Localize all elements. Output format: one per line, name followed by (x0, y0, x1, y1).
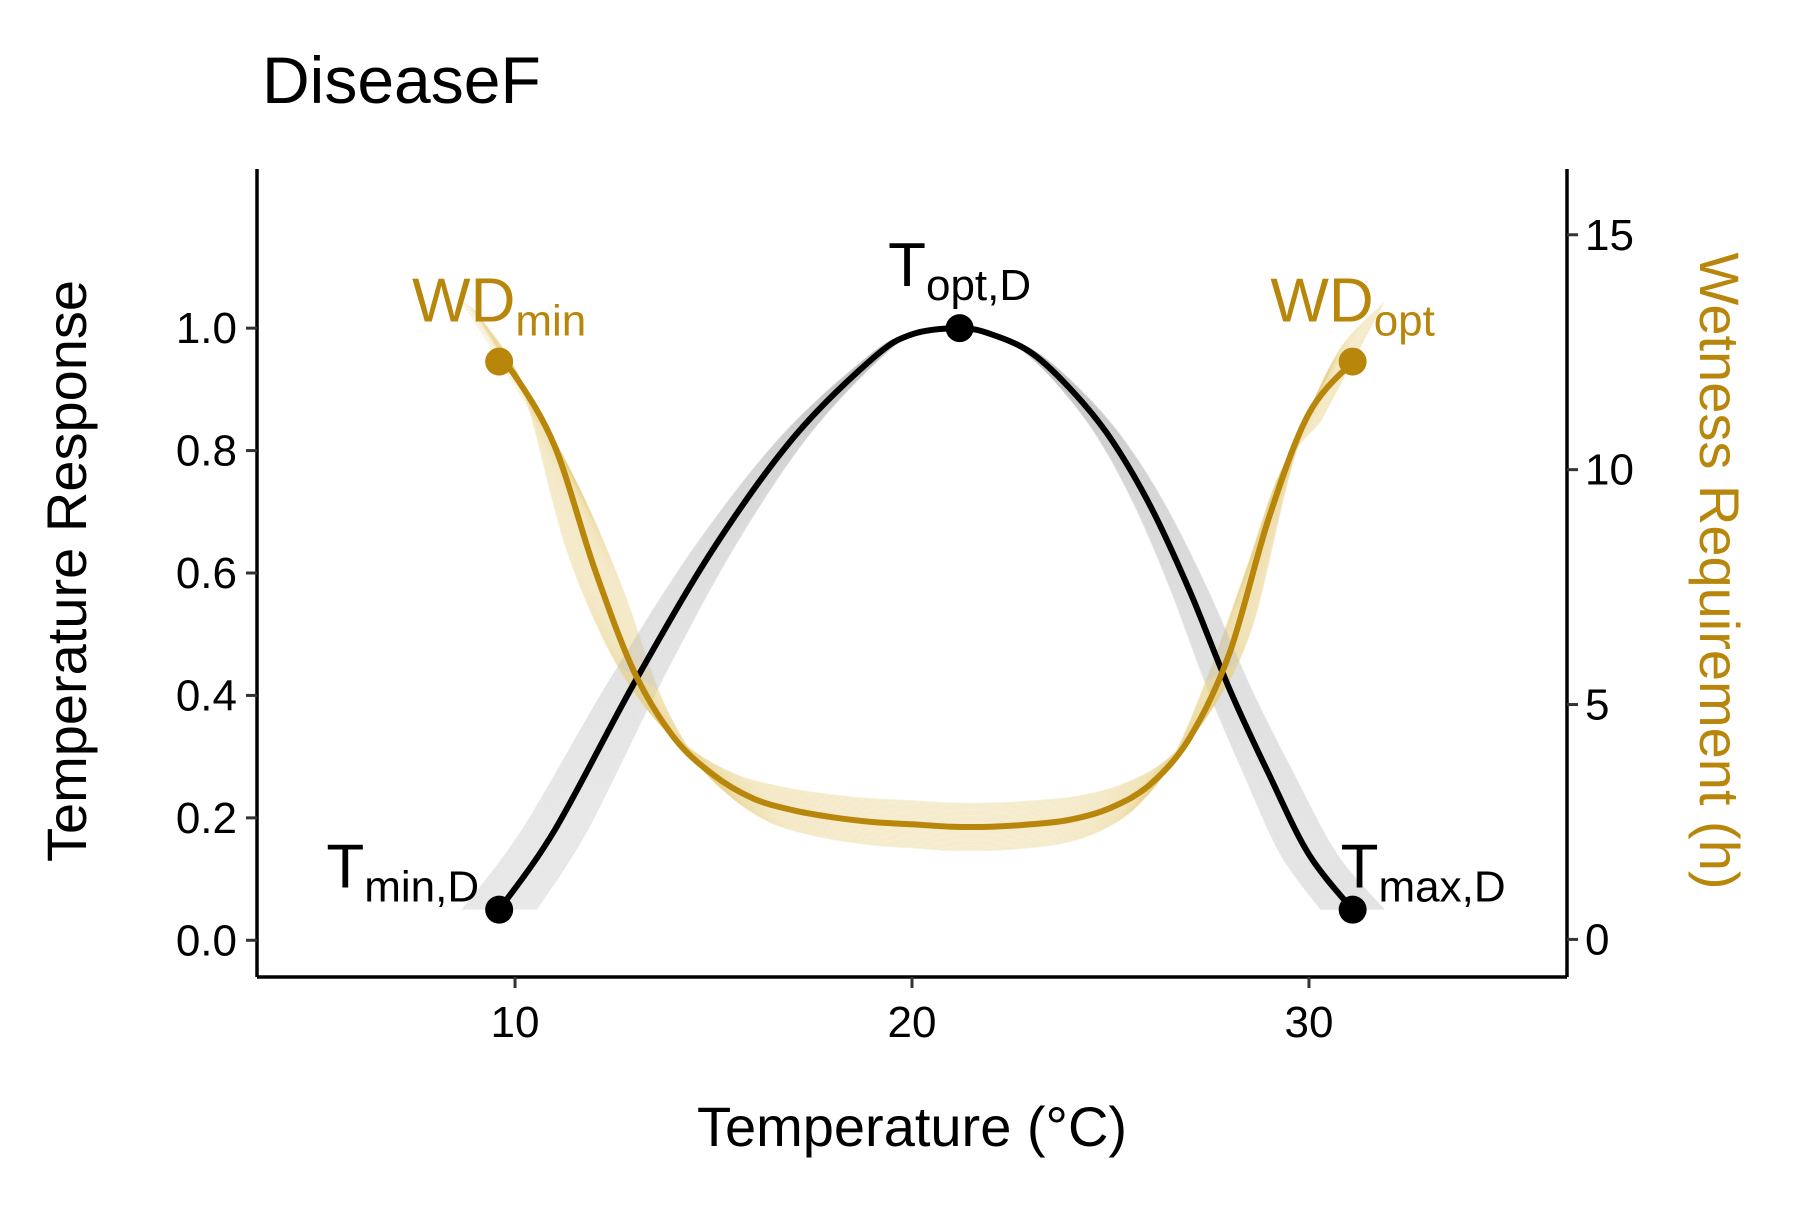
y-tick-label: 0.8 (176, 427, 237, 476)
y-tick-label: 0.0 (176, 916, 237, 965)
wetness-band-curve (476, 326, 1372, 814)
temperature-point (1338, 895, 1367, 924)
wetness-band-curve (471, 317, 1377, 811)
wetness-band-curve (473, 320, 1375, 812)
wetness-band-curve (533, 416, 1324, 850)
wetness-band-curve (522, 398, 1334, 843)
wetness-band-curve (516, 389, 1338, 840)
wetness-band-curve (463, 305, 1384, 806)
annotation-subscript: opt,D (926, 261, 1031, 310)
annotation-main: T (888, 231, 926, 300)
wetness-band-curve (482, 335, 1367, 818)
wetness-band-curve (461, 302, 1385, 805)
y-tick-label: 0.6 (176, 549, 237, 598)
series-layer (496, 325, 1356, 913)
wetness-band-curve (529, 410, 1327, 848)
chart-title: DiseaseF (262, 43, 541, 117)
wetness-band-curve (467, 311, 1380, 808)
point-annotation: WDmin (412, 267, 586, 346)
temperature-point (945, 314, 974, 343)
wetness-band-curve (520, 395, 1335, 842)
point-annotation: Tmax,D (1341, 833, 1506, 912)
annotation-main: WD (1270, 267, 1373, 336)
y-tick-label: 1.0 (176, 304, 237, 353)
wetness-band-curve (535, 419, 1322, 852)
annotation-main: WD (412, 267, 515, 336)
annotation-main: T (1341, 833, 1379, 902)
wetness-band-curve (480, 332, 1369, 817)
wetness-band-curve (475, 323, 1374, 813)
wetness-band-curve (488, 344, 1363, 822)
x-axis-label: Temperature (°C) (697, 1095, 1127, 1158)
wetness-requirement-line (496, 358, 1356, 830)
y2-tick-label: 15 (1585, 211, 1634, 260)
x-tick-label: 20 (888, 998, 937, 1047)
y-tick-label: 0.2 (176, 794, 237, 843)
wetness-band-curve (527, 407, 1329, 847)
wetness-band-curve (525, 404, 1330, 846)
x-tick-label: 10 (491, 998, 540, 1047)
annotation-subscript: max,D (1379, 863, 1506, 912)
wetness-band-curve (484, 338, 1366, 819)
annotation-main: T (326, 833, 364, 902)
wetness-band-curve (524, 401, 1332, 844)
y2-tick-label: 5 (1585, 681, 1609, 730)
temperature-response-line (496, 325, 1356, 913)
annotation-subscript: opt (1374, 297, 1435, 346)
point-annotation: Topt,D (888, 231, 1031, 310)
wetness-band-curve (518, 392, 1337, 841)
wetness-band-curve (465, 308, 1382, 807)
annotation-subscript: min (515, 297, 586, 346)
wetness-band-curve (514, 386, 1340, 838)
annotation-subscript: min,D (364, 863, 479, 912)
wetness-band-curve (469, 314, 1379, 810)
y2-tick-label: 0 (1585, 915, 1609, 964)
y2-tick-label: 10 (1585, 446, 1634, 495)
point-annotation: Tmin,D (326, 833, 479, 912)
point-annotation: WDopt (1270, 267, 1434, 346)
wetness-point (485, 347, 514, 376)
wetness-point (1338, 347, 1367, 376)
temperature-point (485, 895, 514, 924)
wetness-band-curve (531, 413, 1325, 849)
y-tick-label: 0.4 (176, 671, 237, 720)
axes: 10 20 30 0.0 0.2 0.4 0.6 0.8 1.0 0 5 10 15 (176, 169, 1634, 1047)
x-tick-label: 30 (1284, 998, 1333, 1047)
y-axis-label: Temperature Response (35, 280, 98, 862)
y2-axis-label: Wetness Requirement (h) (1688, 253, 1751, 890)
wetness-band-curve (486, 341, 1364, 820)
points-layer (485, 314, 1367, 924)
wetness-band-curve (478, 329, 1371, 816)
